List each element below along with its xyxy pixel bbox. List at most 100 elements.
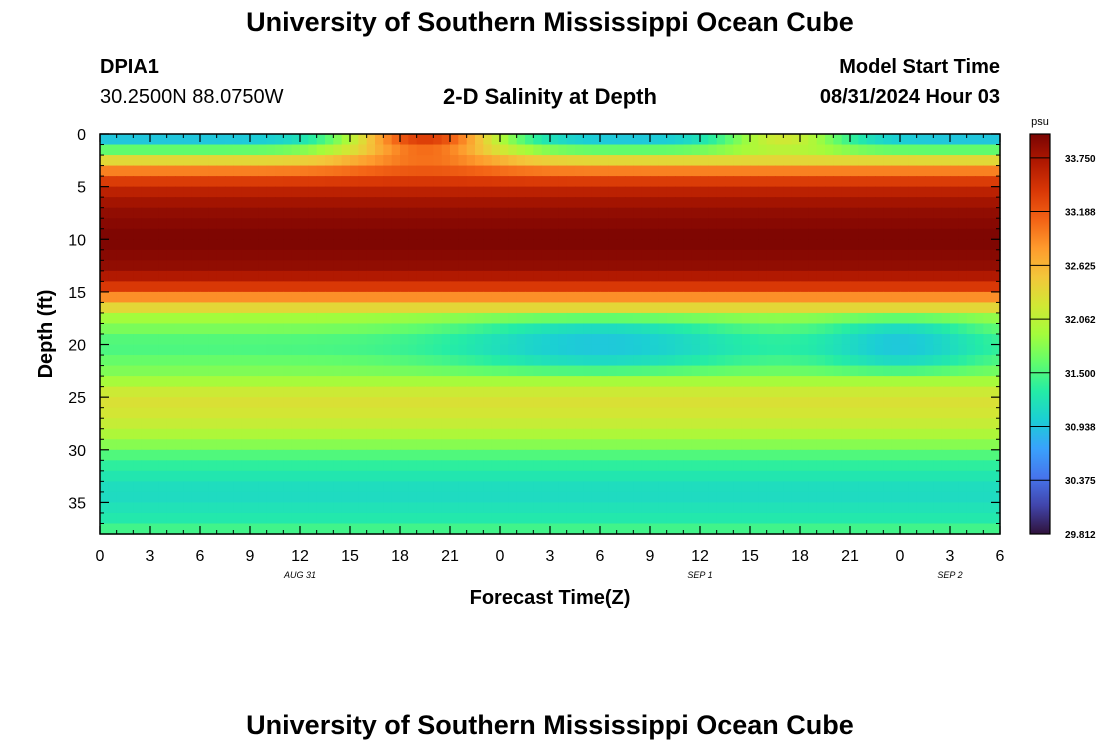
heatmap-cell — [633, 502, 643, 514]
heatmap-cell — [600, 239, 609, 251]
heatmap-cell — [700, 470, 709, 482]
heatmap-cell — [925, 428, 934, 440]
heatmap-cell — [566, 502, 576, 514]
heatmap-cell — [450, 144, 459, 156]
heatmap-cell — [441, 312, 451, 325]
heatmap-cell — [133, 344, 143, 356]
heatmap-cell — [308, 376, 318, 388]
heatmap-cell — [633, 355, 643, 367]
heatmap-cell — [983, 281, 993, 293]
heatmap-cell — [625, 470, 634, 482]
heatmap-cell — [708, 134, 718, 146]
heatmap-cell — [966, 365, 976, 377]
heatmap-cell — [816, 312, 826, 325]
heatmap-cell — [883, 302, 893, 314]
heatmap-cell — [716, 397, 726, 409]
heatmap-cell — [483, 155, 493, 167]
heatmap-cell — [366, 197, 376, 209]
heatmap-cell — [500, 323, 509, 335]
heatmap-cell — [925, 218, 934, 230]
heatmap-cell — [241, 439, 251, 451]
heatmap-cell — [866, 365, 876, 377]
heatmap-cell — [333, 439, 343, 451]
heatmap-cell — [200, 439, 209, 451]
heatmap-cell — [950, 207, 959, 219]
heatmap-cell — [416, 323, 426, 335]
heatmap-cell — [275, 239, 284, 251]
heatmap-cell — [933, 386, 943, 398]
heatmap-cell — [958, 144, 968, 156]
heatmap-cell — [125, 218, 134, 230]
heatmap-cell — [150, 186, 159, 198]
heatmap-cell — [800, 155, 809, 167]
heatmap-cell — [250, 176, 259, 188]
heatmap-cell — [550, 291, 559, 304]
heatmap-cell — [725, 197, 734, 209]
heatmap-cell — [391, 334, 401, 346]
heatmap-cell — [875, 155, 884, 167]
heatmap-cell — [450, 365, 459, 377]
heatmap-cell — [391, 249, 401, 261]
heatmap-cell — [608, 439, 618, 451]
heatmap-cell — [891, 302, 901, 314]
heatmap-cell — [675, 523, 684, 535]
heatmap-cell — [991, 165, 1001, 177]
heatmap-cell — [641, 186, 651, 198]
heatmap-cell — [366, 249, 376, 261]
heatmap-cell — [291, 134, 301, 146]
heatmap-cell — [633, 291, 643, 304]
heatmap-cell — [166, 302, 176, 314]
heatmap-cell — [575, 407, 584, 419]
heatmap-cell — [858, 239, 868, 251]
heatmap-cell — [133, 397, 143, 409]
heatmap-cell — [375, 197, 384, 209]
heatmap-cell — [716, 312, 726, 325]
heatmap-cell — [558, 302, 568, 314]
heatmap-cell — [966, 397, 976, 409]
heatmap-cell — [908, 407, 918, 419]
heatmap-cell — [108, 407, 118, 419]
heatmap-cell — [375, 176, 384, 188]
heatmap-cell — [941, 334, 951, 346]
heatmap-cell — [975, 281, 984, 293]
heatmap-cell — [425, 270, 434, 282]
heatmap-cell — [641, 281, 651, 293]
heatmap-cell — [133, 249, 143, 261]
heatmap-cell — [175, 239, 184, 251]
heatmap-cell — [308, 197, 318, 209]
heatmap-cell — [800, 449, 809, 461]
heatmap-cell — [175, 144, 184, 156]
heatmap-cell — [450, 302, 459, 314]
heatmap-cell — [533, 144, 543, 156]
heatmap-cell — [350, 365, 359, 377]
heatmap-cell — [325, 449, 334, 461]
heatmap-cell — [491, 428, 501, 440]
heatmap-cell — [608, 270, 618, 282]
heatmap-cell — [458, 260, 468, 272]
heatmap-cell — [525, 281, 534, 293]
heatmap-cell — [683, 355, 693, 367]
heatmap-cell — [700, 302, 709, 314]
heatmap-cell — [425, 397, 434, 409]
heatmap-cell — [166, 165, 176, 177]
heatmap-cell — [941, 207, 951, 219]
heatmap-cell — [933, 428, 943, 440]
heatmap-cell — [158, 228, 168, 240]
heatmap-cell — [741, 186, 751, 198]
heatmap-cell — [133, 165, 143, 177]
heatmap-cell — [150, 312, 159, 325]
heatmap-cell — [850, 312, 859, 325]
heatmap-cell — [483, 260, 493, 272]
heatmap-cell — [716, 270, 726, 282]
heatmap-cell — [216, 260, 226, 272]
heatmap-cell — [450, 481, 459, 493]
heatmap-cell — [733, 249, 743, 261]
heatmap-cell — [391, 418, 401, 430]
heatmap-cell — [416, 302, 426, 314]
heatmap-cell — [275, 197, 284, 209]
heatmap-cell — [191, 239, 201, 251]
heatmap-cell — [650, 344, 659, 356]
heatmap-cell — [516, 512, 526, 525]
heatmap-cell — [258, 502, 268, 514]
heatmap-cell — [925, 176, 934, 188]
